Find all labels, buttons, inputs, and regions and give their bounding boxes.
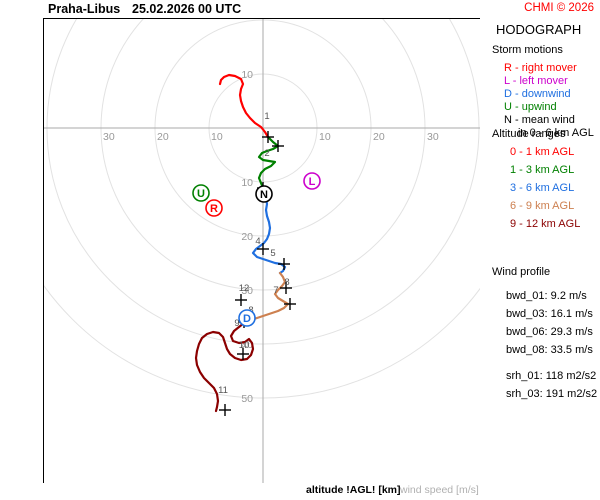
- storm-marker-label-D: D: [243, 313, 251, 325]
- storm-marker-circle-U: [192, 184, 210, 202]
- storm-motion-upwind: U - upwind: [504, 101, 557, 113]
- hour-label-2-1: 2: [264, 148, 269, 159]
- wind-profile-srh-03: srh_03: 191 m2/s2: [506, 388, 598, 400]
- storm-marker-label-N: N: [260, 189, 268, 201]
- storm-marker-circle-D: [238, 309, 256, 327]
- wind-profile-bwd-03: bwd_03: 16.1 m/s: [506, 308, 593, 320]
- storm-motion-left-mover: L - left mover: [504, 75, 568, 87]
- hour-cross-marker-6: [284, 298, 296, 310]
- altitude-range-1-3: 1 - 3 km AGL: [510, 164, 575, 176]
- storm-marker-R[interactable]: R: [205, 199, 223, 217]
- y-tick-down-40: 40: [241, 339, 253, 351]
- hour-label-8-4: 8: [284, 277, 289, 288]
- storm-marker-label-R: R: [210, 203, 218, 215]
- y-tick-up-10: 10: [241, 69, 253, 81]
- hour-label-12-6: 12: [239, 283, 250, 294]
- wind-profile-bwd-06: bwd_06: 29.3 m/s: [506, 326, 593, 338]
- storm-marker-D[interactable]: D: [238, 309, 256, 327]
- windspeed-axis-label: wind speed [m/s]: [400, 484, 479, 496]
- storm-motion-mean-wind: N - mean wind: [504, 114, 575, 126]
- hodograph-trace-4: [194, 318, 255, 413]
- hour-label-7-5: 7: [273, 285, 278, 296]
- hodograph-plot-area: 302010102030410102030405012458712891011U…: [43, 18, 480, 483]
- hodograph-svg: 302010102030410102030405012458712891011U…: [44, 19, 480, 483]
- legend-panel: HODOGRAPH Storm motions R - right mover …: [486, 18, 600, 482]
- legend-title: HODOGRAPH: [496, 22, 582, 37]
- hour-label-4-2: 4: [255, 236, 260, 247]
- hour-cross-marker-1: [272, 140, 284, 152]
- hour-label-1-0: 1: [264, 111, 269, 122]
- storm-motions-heading: Storm motions: [492, 44, 563, 56]
- storm-marker-U[interactable]: U: [192, 184, 210, 202]
- hodograph-trace-2: [251, 190, 287, 275]
- x-tick-right-20: 20: [373, 131, 385, 143]
- x-tick-left-30: 30: [103, 131, 115, 143]
- y-tick-down-10: 10: [241, 177, 253, 189]
- altitude-range-9-12: 9 - 12 km AGL: [510, 218, 581, 230]
- y-tick-down-50: 50: [241, 393, 253, 405]
- altitude-range-6-9: 6 - 9 km AGL: [510, 200, 575, 212]
- wind-profile-bwd-01: bwd_01: 9.2 m/s: [506, 290, 587, 302]
- hour-cross-marker-4: [278, 258, 290, 270]
- hodograph-trace-1: [257, 135, 280, 194]
- storm-marker-L[interactable]: L: [303, 172, 321, 190]
- station-name: Praha-Libus: [48, 2, 121, 16]
- x-tick-left-10: 10: [211, 131, 223, 143]
- hour-cross-marker-5: [280, 282, 292, 294]
- altitude-ranges-heading: Altitude ranges: [492, 128, 566, 140]
- x-tick-right-10: 10: [319, 131, 331, 143]
- observation-datetime: 25.02.2026 00 UTC: [132, 2, 242, 16]
- hodograph-trace-0: [218, 73, 270, 139]
- storm-marker-circle-N: [255, 185, 273, 203]
- x-tick-right-30: 30: [427, 131, 439, 143]
- hour-label-11-10: 11: [218, 385, 228, 396]
- hour-label-9-8: 9: [234, 318, 239, 329]
- altitude-axis-label: altitude !AGL! [km]: [306, 484, 401, 496]
- copyright-notice: CHMI © 2026: [524, 2, 594, 14]
- storm-marker-label-L: L: [309, 176, 316, 188]
- hour-cross-marker-3: [257, 243, 269, 255]
- wind-profile-bwd-08: bwd_08: 33.5 m/s: [506, 344, 593, 356]
- wind-profile-heading: Wind profile: [492, 266, 551, 278]
- altitude-range-3-6: 3 - 6 km AGL: [510, 182, 575, 194]
- y-tick-down-30: 30: [241, 285, 253, 297]
- storm-marker-label-U: U: [197, 188, 205, 200]
- storm-marker-N[interactable]: N: [255, 185, 273, 203]
- hour-cross-marker-10: [219, 404, 231, 416]
- hour-label-5-3: 5: [270, 248, 275, 259]
- storm-motion-downwind: D - downwind: [504, 88, 571, 100]
- storm-marker-circle-L: [303, 172, 321, 190]
- hour-cross-marker-7: [235, 294, 247, 306]
- x-tick-left-20: 20: [157, 131, 169, 143]
- storm-motion-right-mover: R - right mover: [504, 62, 577, 74]
- hour-label-10-9: 10: [239, 340, 250, 351]
- wind-profile-srh-01: srh_01: 118 m2/s2: [506, 370, 597, 382]
- y-tick-down-20: 20: [241, 231, 253, 243]
- storm-marker-circle-R: [205, 199, 223, 217]
- altitude-range-0-1: 0 - 1 km AGL: [510, 146, 575, 158]
- storm-motion-mean-wind-range: in 0 - 6 km AGL: [518, 127, 594, 139]
- hour-cross-marker-0: [262, 131, 274, 143]
- hodograph-trace-3: [247, 271, 290, 322]
- hour-cross-marker-9: [237, 348, 249, 360]
